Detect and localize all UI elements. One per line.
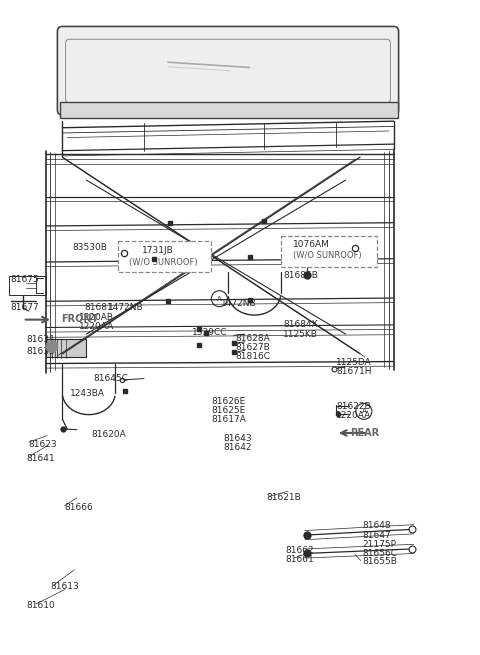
Text: 81622B: 81622B [336,402,371,411]
Text: 81686B: 81686B [283,271,318,280]
Text: 81621B: 81621B [266,493,301,502]
Text: 81684X: 81684X [283,320,318,329]
Text: 81628A: 81628A [235,334,270,343]
Text: 81648: 81648 [362,521,391,531]
Text: 81661: 81661 [286,555,314,564]
Text: 81647: 81647 [362,531,391,540]
Text: 1472NB: 1472NB [221,299,256,308]
Text: 81623: 81623 [29,440,58,449]
Text: (W/O SUNROOF): (W/O SUNROOF) [129,257,197,267]
Text: 81662: 81662 [286,546,314,555]
Text: 81642: 81642 [223,443,252,452]
Text: 81625E: 81625E [211,406,245,415]
Text: 81620A: 81620A [91,430,126,439]
Text: 81627B: 81627B [235,343,270,352]
Text: A: A [361,408,366,415]
Text: 81635: 81635 [26,346,55,356]
Text: 81666: 81666 [65,503,94,512]
Text: 1125DA: 1125DA [336,358,372,367]
Circle shape [46,341,58,352]
Text: 81671H: 81671H [336,367,372,376]
Text: 1076AM: 1076AM [293,240,330,249]
Text: 81631: 81631 [26,335,55,345]
Text: 81656C: 81656C [362,549,397,558]
Text: 81626E: 81626E [211,397,245,406]
Bar [46,339,85,357]
Text: A: A [217,295,222,302]
Text: 81677: 81677 [11,303,39,312]
Text: 81655B: 81655B [362,557,397,567]
Bar [281,236,377,267]
Bar [9,276,46,295]
Text: 1220AA: 1220AA [336,411,371,420]
Text: 81675: 81675 [11,275,39,284]
Text: 81617A: 81617A [211,415,246,424]
Text: 1220AB: 1220AB [79,312,114,322]
Text: 1472NB: 1472NB [108,303,144,312]
Text: 81641: 81641 [26,454,55,463]
Text: (W/O SUNROOF): (W/O SUNROOF) [293,251,361,260]
Text: 81816C: 81816C [235,352,270,362]
Text: 81643: 81643 [223,434,252,443]
Text: 1731JB: 1731JB [142,246,173,255]
Text: REAR: REAR [350,428,380,438]
Text: 1243BA: 1243BA [70,388,105,398]
Text: 1125KB: 1125KB [283,329,318,339]
Text: 81681: 81681 [84,303,113,312]
Text: 1220AA: 1220AA [79,322,114,331]
Text: 81613: 81613 [50,582,79,591]
FancyBboxPatch shape [58,26,398,115]
FancyBboxPatch shape [60,102,398,118]
Text: 81610: 81610 [26,601,55,610]
Text: 21175P: 21175P [362,540,396,549]
Text: 1339CC: 1339CC [192,328,228,337]
Text: FRONT: FRONT [61,314,99,324]
Bar [118,241,211,272]
Text: 81645C: 81645C [94,374,129,383]
Text: 83530B: 83530B [72,243,107,252]
